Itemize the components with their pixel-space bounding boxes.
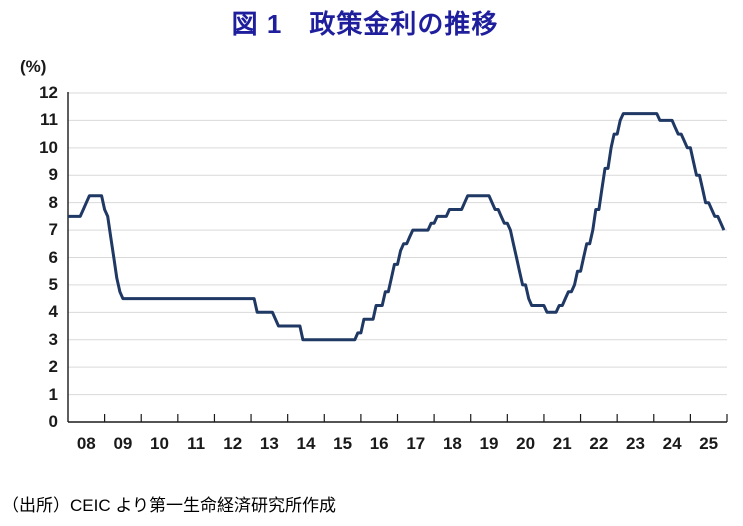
x-axis-tick-label: 12 <box>223 434 243 453</box>
x-axis-tick-label: 24 <box>662 434 682 453</box>
y-axis-unit-label: (%) <box>20 57 47 76</box>
chart-title: 図 1 政策金利の推移 <box>231 9 499 39</box>
y-axis-tick-label: 9 <box>48 165 58 185</box>
y-axis-tick-label: 7 <box>48 220 58 240</box>
y-axis-tick-label: 5 <box>48 274 58 294</box>
x-axis-tick-label: 14 <box>296 434 316 453</box>
y-axis-tick-label: 6 <box>48 247 58 267</box>
y-axis-tick-label: 11 <box>40 110 58 130</box>
x-axis-tick-label: 10 <box>150 434 169 453</box>
x-axis-tick-label: 19 <box>479 434 499 453</box>
x-axis-tick-label: 15 <box>333 434 353 453</box>
x-axis-tick-label: 20 <box>516 434 536 453</box>
x-axis-tick-label: 17 <box>406 434 426 453</box>
y-axis-tick-label: 12 <box>39 83 58 102</box>
x-axis-tick-label: 13 <box>259 434 279 453</box>
y-axis-tick-label: 3 <box>48 329 58 349</box>
x-axis-tick-label: 16 <box>369 434 389 453</box>
policy-rate-line-series <box>68 112 726 342</box>
x-axis-tick-label: 21 <box>552 434 572 453</box>
y-axis-tick-label: 1 <box>48 384 58 404</box>
y-axis-tick-label: 4 <box>48 302 58 322</box>
x-axis-tick-label: 18 <box>442 434 462 453</box>
x-axis-tick-label: 08 <box>76 434 96 453</box>
x-axis-tick-label: 22 <box>589 434 609 453</box>
source-note: （出所）CEIC より第一生命経済研究所作成 <box>2 496 336 515</box>
x-axis-tick-label: 11 <box>187 434 206 453</box>
y-axis-tick-label: 10 <box>39 137 58 157</box>
x-axis-tick-label: 25 <box>699 434 719 453</box>
y-axis-tick-label: 8 <box>48 192 58 212</box>
x-axis-tick-label: 23 <box>626 434 645 453</box>
x-axis-tick-label: 09 <box>113 434 133 453</box>
y-axis-tick-label: 0 <box>48 412 58 431</box>
y-axis-tick-label: 2 <box>48 357 58 377</box>
